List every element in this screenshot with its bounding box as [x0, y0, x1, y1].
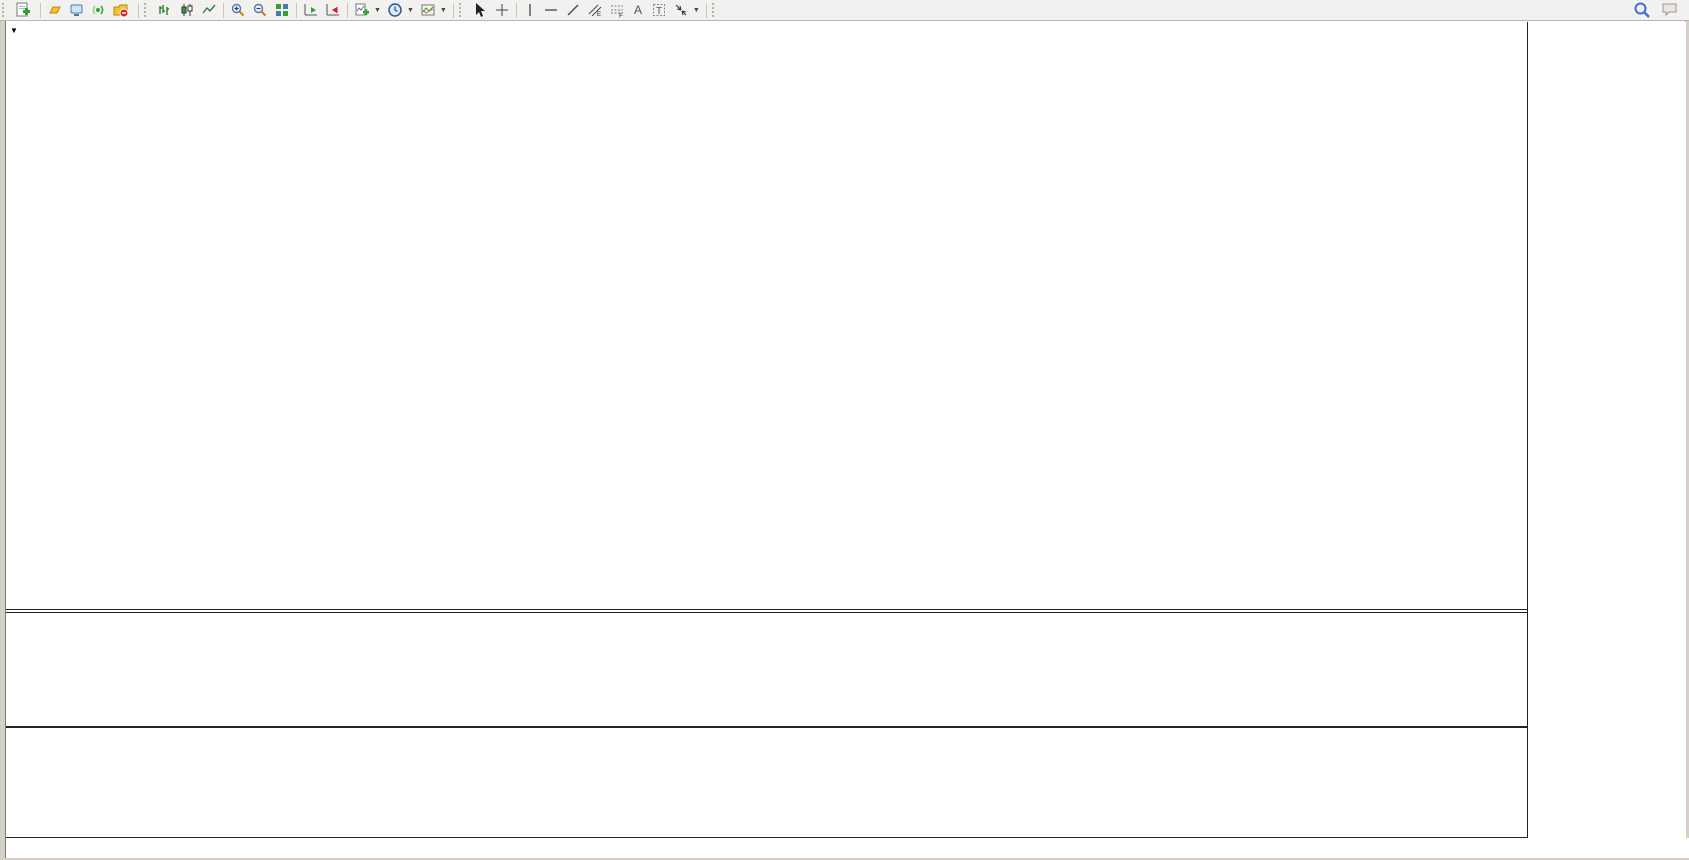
search-icon[interactable]: [1633, 1, 1651, 19]
text-tool[interactable]: A: [628, 1, 648, 19]
chart-menu-icon[interactable]: ▼: [10, 26, 18, 35]
window-left-edge: [0, 21, 6, 860]
new-chart-icon: [355, 3, 369, 16]
svg-text:F: F: [619, 13, 623, 19]
vertical-line-icon: [529, 4, 531, 16]
chart-shift-icon: [326, 4, 339, 16]
zoom-in-button[interactable]: [227, 1, 249, 19]
window-bottom-edge: [0, 858, 1689, 860]
text-label-tool[interactable]: T: [648, 1, 670, 19]
periods-clock-icon: [388, 3, 402, 17]
trend-line-icon: [567, 4, 579, 16]
arrows-icon: [675, 4, 687, 16]
auto-scroll-button[interactable]: [300, 1, 322, 19]
terminal-icon: [70, 4, 83, 16]
notifications-icon: [1662, 3, 1677, 16]
signals-icon: [92, 5, 104, 15]
notifications-button[interactable]: [1661, 1, 1679, 20]
terminal-button[interactable]: [66, 1, 88, 19]
auto-scroll-icon: [304, 4, 317, 16]
arrows-caret-icon: ▼: [692, 6, 700, 14]
price-axis[interactable]: [1528, 22, 1686, 838]
candlestick-icon: [181, 4, 193, 16]
gold-icon: [49, 6, 61, 14]
toolbar: ▼ ▼ ▼ E F A: [0, 0, 1689, 21]
crosshair-tool-button[interactable]: [491, 1, 513, 19]
auto-trading-icon: [113, 4, 129, 18]
trend-line-tool[interactable]: [562, 1, 584, 19]
text-icon: A: [634, 3, 642, 17]
horizontal-line-icon: [544, 9, 557, 11]
zoom-out-icon: [253, 3, 267, 17]
macd-indicator-panel[interactable]: [6, 612, 1527, 727]
templates-icon: [421, 4, 435, 16]
new-order-icon: [16, 2, 30, 17]
periods-button[interactable]: ▼: [384, 1, 417, 19]
new-order-button[interactable]: [12, 1, 37, 19]
time-axis[interactable]: [6, 838, 1689, 858]
toolbar-grip[interactable]: [2, 3, 8, 17]
horizontal-line-tool[interactable]: [540, 1, 562, 19]
bar-chart-icon: [159, 5, 169, 15]
arrows-tool[interactable]: ▼: [670, 1, 703, 19]
zoom-in-icon: [231, 3, 245, 17]
line-chart-button[interactable]: [198, 1, 220, 19]
tile-windows-icon: [276, 4, 288, 16]
fibonacci-icon: F: [610, 5, 623, 19]
price-axis-border: [1527, 22, 1528, 838]
vertical-line-tool[interactable]: [520, 1, 540, 19]
text-label-icon: T: [652, 4, 665, 17]
zoom-out-button[interactable]: [249, 1, 271, 19]
bar-chart-button[interactable]: [154, 1, 176, 19]
equidistant-channel-tool[interactable]: E: [584, 1, 606, 19]
cursor-icon: [475, 3, 485, 17]
chart-title: ▼: [10, 26, 30, 35]
main-price-chart[interactable]: [6, 22, 1527, 610]
crosshair-icon: [495, 4, 508, 16]
rsi-indicator-panel[interactable]: [6, 727, 1527, 838]
svg-text:E: E: [597, 12, 601, 18]
periods-caret-icon: ▼: [406, 6, 414, 14]
tile-windows-button[interactable]: [271, 1, 293, 19]
new-chart-caret-icon: ▼: [374, 6, 381, 14]
chart-shift-button[interactable]: [322, 1, 344, 19]
toolbar-right: [1633, 1, 1679, 20]
fibonacci-tool[interactable]: F: [606, 1, 628, 19]
candlestick-button[interactable]: [176, 1, 198, 19]
templates-caret-icon: ▼: [439, 6, 447, 14]
auto-trading-button[interactable]: [110, 1, 135, 19]
gold-button[interactable]: [44, 1, 66, 19]
svg-text:A: A: [634, 3, 642, 17]
svg-text:T: T: [656, 6, 662, 17]
templates-button[interactable]: ▼: [417, 1, 450, 19]
signals-button[interactable]: [88, 1, 110, 19]
equidistant-channel-icon: E: [588, 4, 602, 18]
new-chart-button[interactable]: ▼: [351, 1, 384, 19]
cursor-tool-button[interactable]: [469, 1, 491, 19]
line-chart-icon: [202, 4, 216, 14]
